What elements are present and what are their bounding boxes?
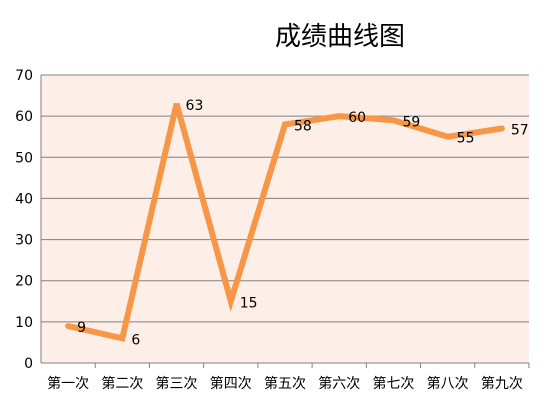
data-label: 6 bbox=[131, 332, 140, 348]
chart-title: 成绩曲线图 bbox=[275, 22, 405, 52]
y-tick-label: 30 bbox=[15, 233, 33, 249]
y-tick-label: 20 bbox=[15, 274, 33, 290]
data-label: 59 bbox=[402, 114, 420, 130]
gridlines bbox=[40, 74, 529, 364]
x-axis-categories: 第一次 第二次 第三次 第四次 第五次 第六次 第七次 第八次 第九次 bbox=[47, 363, 530, 392]
y-axis-ticks: 0 10 20 30 40 50 60 70 bbox=[15, 68, 33, 372]
data-label: 9 bbox=[77, 320, 86, 336]
y-tick-label: 60 bbox=[15, 109, 33, 125]
x-category-label: 第一次 bbox=[47, 375, 89, 392]
data-label: 58 bbox=[294, 118, 312, 134]
y-tick-label: 10 bbox=[15, 315, 33, 331]
data-label: 55 bbox=[457, 131, 475, 147]
data-label: 63 bbox=[186, 98, 204, 114]
x-category-label: 第二次 bbox=[101, 375, 143, 392]
y-tick-label: 70 bbox=[15, 68, 33, 84]
y-tick-label: 40 bbox=[15, 191, 33, 207]
data-labels: 9 6 63 15 58 60 59 55 57 bbox=[77, 98, 529, 349]
data-label: 57 bbox=[511, 122, 529, 138]
x-category-label: 第三次 bbox=[156, 375, 198, 392]
x-category-label: 第四次 bbox=[210, 375, 252, 392]
x-category-label: 第八次 bbox=[427, 375, 469, 392]
data-label: 15 bbox=[240, 295, 258, 311]
plot-area bbox=[41, 75, 529, 363]
data-label: 60 bbox=[348, 110, 366, 126]
x-category-label: 第五次 bbox=[264, 375, 306, 392]
series-line bbox=[65, 103, 505, 342]
y-tick-label: 0 bbox=[24, 356, 33, 372]
x-category-label: 第七次 bbox=[372, 375, 414, 392]
x-category-label: 第九次 bbox=[481, 375, 523, 392]
y-tick-label: 50 bbox=[15, 150, 33, 166]
x-category-label: 第六次 bbox=[318, 375, 360, 392]
